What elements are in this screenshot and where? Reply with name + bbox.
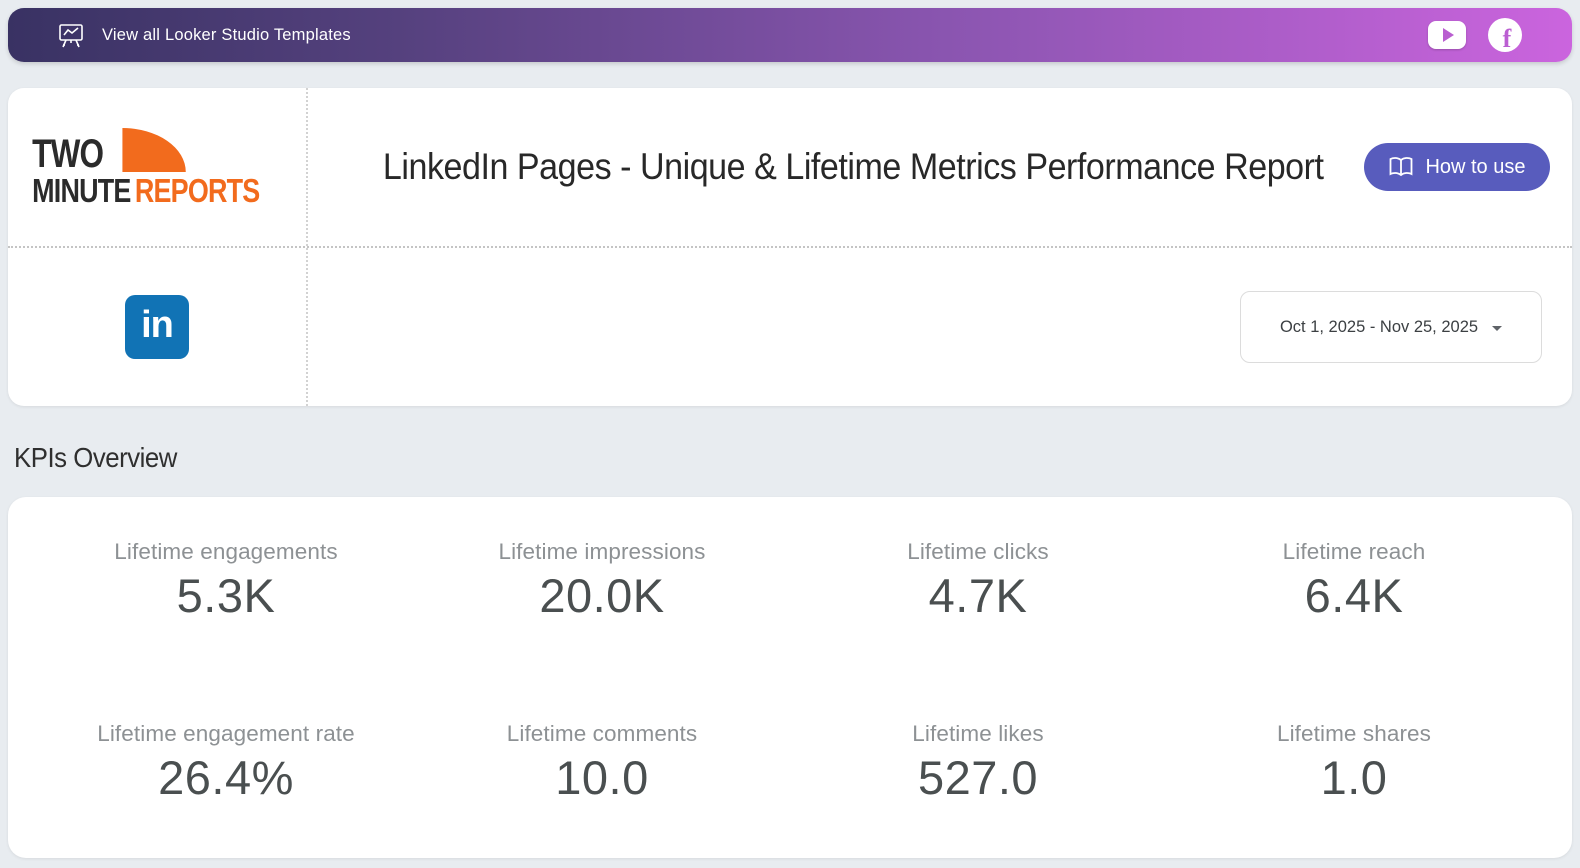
kpi-label: Lifetime impressions bbox=[498, 539, 706, 564]
date-range-selector[interactable]: Oct 1, 2025 - Nov 25, 2025 bbox=[1240, 291, 1542, 363]
kpi-lifetime-comments: Lifetime comments 10.0 bbox=[414, 721, 790, 805]
kpi-overview-card: Lifetime engagements 5.3K Lifetime impre… bbox=[8, 497, 1572, 858]
kpi-value: 5.3K bbox=[176, 569, 276, 622]
header-bottom-row: in Oct 1, 2025 - Nov 25, 2025 bbox=[8, 248, 1572, 406]
kpi-label: Lifetime likes bbox=[912, 721, 1044, 746]
kpi-value: 4.7K bbox=[928, 569, 1028, 622]
kpi-value: 527.0 bbox=[917, 751, 1039, 804]
chevron-down-icon bbox=[1492, 325, 1503, 331]
youtube-play-triangle bbox=[1443, 28, 1454, 42]
header-top-row: TWO MINUTE REPORTS LinkedIn Pages - Uniq… bbox=[8, 88, 1572, 248]
kpi-lifetime-likes: Lifetime likes 527.0 bbox=[790, 721, 1166, 805]
kpi-lifetime-impressions: Lifetime impressions 20.0K bbox=[414, 539, 790, 623]
kpi-value: 1.0 bbox=[1320, 751, 1388, 804]
templates-link[interactable]: View all Looker Studio Templates bbox=[56, 20, 351, 50]
kpi-lifetime-engagements: Lifetime engagements 5.3K bbox=[38, 539, 414, 623]
chart-easel-icon bbox=[56, 20, 86, 50]
youtube-icon[interactable] bbox=[1428, 21, 1466, 49]
page-title: LinkedIn Pages - Unique & Lifetime Metri… bbox=[382, 146, 1324, 187]
logo-word-minute: MINUTE bbox=[32, 171, 132, 209]
kpi-label: Lifetime reach bbox=[1282, 539, 1426, 564]
facebook-f-glyph: f bbox=[1502, 24, 1512, 52]
kpi-lifetime-shares: Lifetime shares 1.0 bbox=[1166, 721, 1542, 805]
open-book-icon bbox=[1388, 156, 1414, 178]
kpi-lifetime-engagement-rate: Lifetime engagement rate 26.4% bbox=[38, 721, 414, 805]
kpi-lifetime-clicks: Lifetime clicks 4.7K bbox=[790, 539, 1166, 623]
logo-word-reports: REPORTS bbox=[134, 171, 260, 209]
kpi-value: 26.4% bbox=[158, 751, 294, 804]
how-to-use-label: How to use bbox=[1425, 155, 1526, 178]
title-cell: LinkedIn Pages - Unique & Lifetime Metri… bbox=[308, 88, 1572, 246]
linkedin-icon: in bbox=[125, 295, 189, 359]
banner-social-links: f bbox=[1428, 18, 1522, 52]
kpi-value: 20.0K bbox=[539, 569, 665, 622]
facebook-icon[interactable]: f bbox=[1488, 18, 1522, 52]
platform-cell: in bbox=[8, 248, 308, 406]
how-to-use-button[interactable]: How to use bbox=[1364, 143, 1550, 191]
logo-quarter-circle-icon bbox=[123, 127, 187, 172]
date-filter-cell: Oct 1, 2025 - Nov 25, 2025 bbox=[308, 248, 1572, 406]
kpi-label: Lifetime comments bbox=[506, 721, 698, 746]
kpi-value: 6.4K bbox=[1304, 569, 1404, 622]
kpi-label: Lifetime clicks bbox=[907, 539, 1049, 564]
kpi-lifetime-reach: Lifetime reach 6.4K bbox=[1166, 539, 1542, 623]
kpi-label: Lifetime engagements bbox=[114, 539, 338, 564]
report-header-card: TWO MINUTE REPORTS LinkedIn Pages - Uniq… bbox=[8, 88, 1572, 406]
kpi-label: Lifetime shares bbox=[1276, 721, 1432, 746]
templates-link-label: View all Looker Studio Templates bbox=[102, 25, 351, 44]
kpi-value: 10.0 bbox=[555, 751, 649, 804]
kpis-overview-heading: KPIs Overview bbox=[14, 442, 177, 473]
top-promo-banner: View all Looker Studio Templates f bbox=[8, 8, 1572, 62]
logo-cell: TWO MINUTE REPORTS bbox=[8, 88, 308, 246]
logo-word-two: TWO bbox=[32, 131, 105, 176]
date-range-value: Oct 1, 2025 - Nov 25, 2025 bbox=[1279, 317, 1479, 336]
two-minute-reports-logo: TWO MINUTE REPORTS bbox=[32, 127, 282, 209]
kpi-label: Lifetime engagement rate bbox=[97, 721, 355, 746]
linkedin-in-glyph: in bbox=[141, 304, 174, 346]
